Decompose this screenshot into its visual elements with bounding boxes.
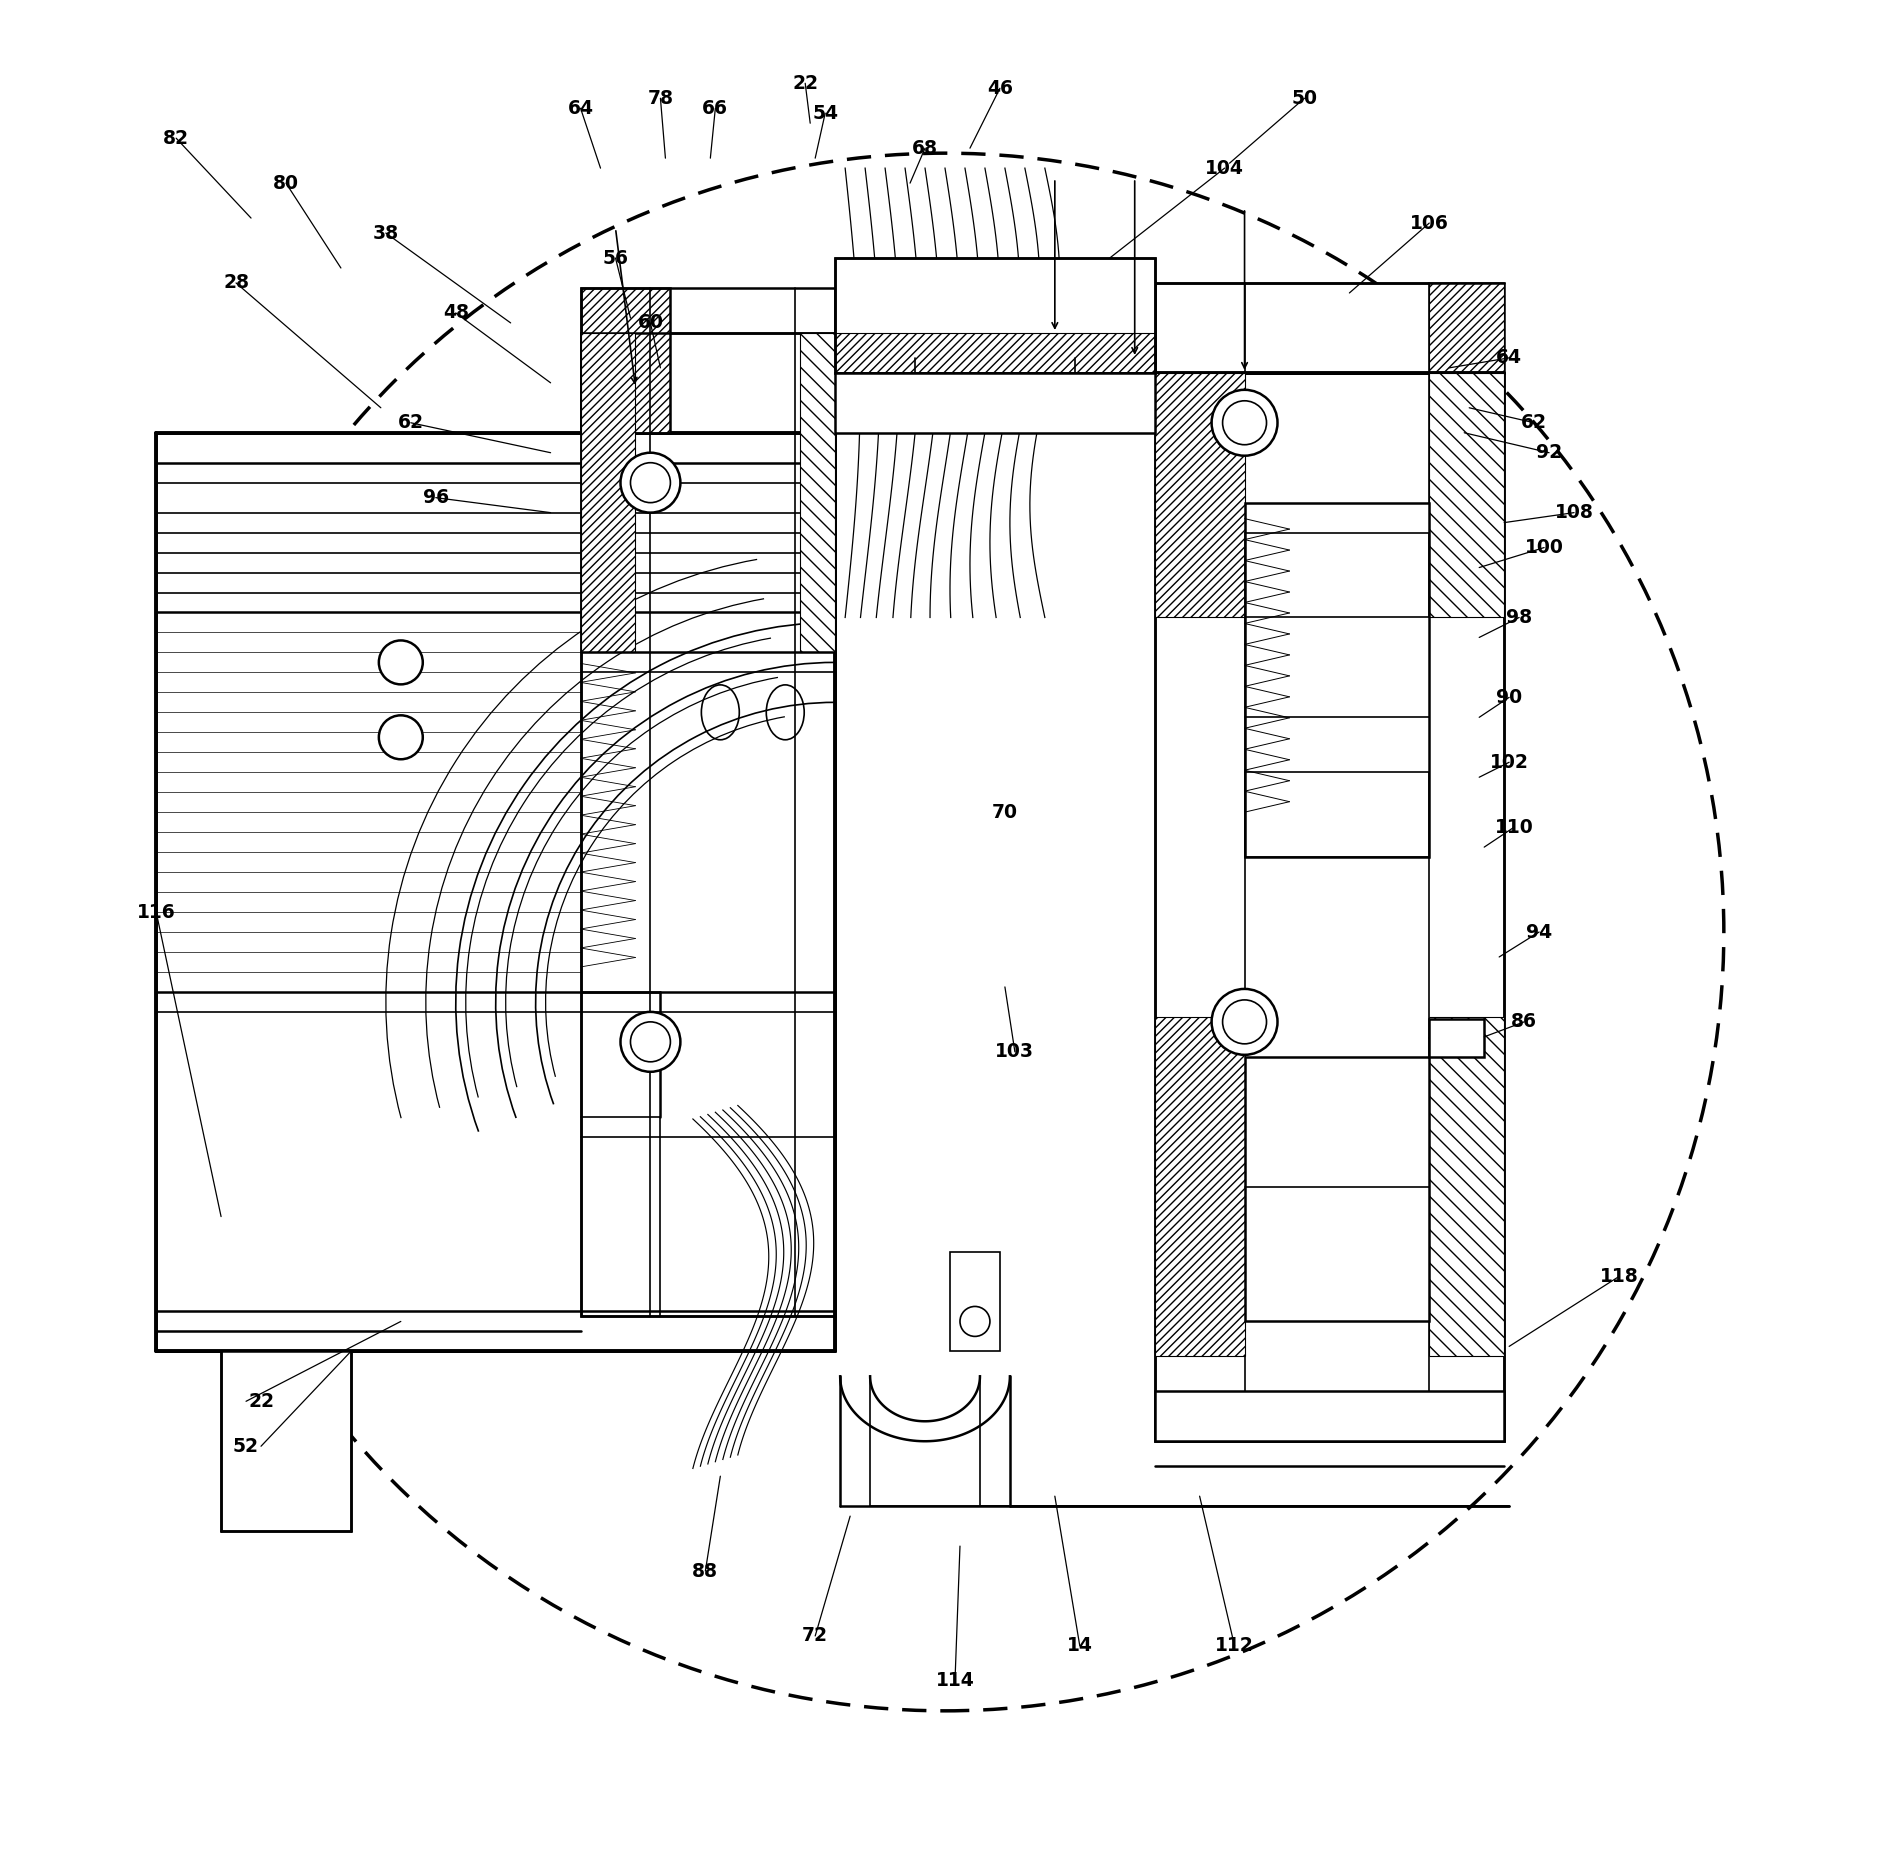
Bar (581, 288, 836, 433)
Text: 88: 88 (692, 1561, 719, 1581)
Bar (1244, 773, 1430, 857)
Bar (1155, 1018, 1244, 1355)
Text: 86: 86 (1511, 1012, 1537, 1031)
Text: 68: 68 (911, 138, 938, 157)
Text: 46: 46 (987, 78, 1014, 97)
Text: 64: 64 (567, 99, 594, 118)
Bar (1155, 1391, 1503, 1441)
Text: 60: 60 (637, 314, 664, 332)
Bar (1244, 502, 1430, 857)
Bar (836, 258, 1155, 373)
Text: 112: 112 (1216, 1637, 1254, 1656)
Bar (1244, 532, 1430, 618)
Bar (949, 1251, 1000, 1352)
Text: 90: 90 (1496, 687, 1522, 708)
Circle shape (1212, 390, 1278, 456)
Text: 22: 22 (792, 75, 819, 93)
Circle shape (1212, 990, 1278, 1055)
Text: 96: 96 (424, 487, 448, 508)
Text: 92: 92 (1535, 442, 1562, 463)
Text: 116: 116 (136, 902, 176, 922)
Bar (581, 332, 635, 652)
Text: 98: 98 (1505, 609, 1532, 627)
Bar (581, 332, 836, 1316)
Text: 62: 62 (397, 413, 424, 433)
Bar (1155, 373, 1244, 618)
Circle shape (961, 1307, 989, 1337)
Bar (836, 332, 1155, 373)
Text: 38: 38 (373, 224, 399, 243)
Bar (1430, 284, 1503, 373)
Text: 104: 104 (1205, 159, 1244, 177)
Text: 114: 114 (936, 1671, 974, 1690)
Bar (1244, 1057, 1430, 1322)
Text: 108: 108 (1554, 502, 1594, 523)
Text: 54: 54 (811, 105, 838, 123)
Text: 72: 72 (802, 1626, 828, 1645)
Bar (581, 332, 836, 1316)
Text: 106: 106 (1411, 213, 1449, 233)
Text: 103: 103 (995, 1042, 1034, 1060)
Text: 56: 56 (603, 248, 628, 267)
Text: 50: 50 (1292, 90, 1318, 108)
Text: 14: 14 (1067, 1637, 1093, 1656)
Text: 82: 82 (163, 129, 189, 147)
Text: 78: 78 (647, 90, 673, 108)
Bar (157, 433, 836, 1352)
Text: 102: 102 (1490, 752, 1528, 771)
Text: 64: 64 (1496, 349, 1522, 368)
Text: 52: 52 (233, 1438, 259, 1456)
Text: 66: 66 (702, 99, 728, 118)
Bar (836, 373, 1155, 433)
Bar (1155, 373, 1503, 1441)
Bar (221, 1352, 352, 1531)
Text: 118: 118 (1600, 1268, 1638, 1286)
Bar (1430, 1019, 1484, 1057)
Circle shape (378, 715, 424, 760)
Text: 80: 80 (272, 174, 299, 192)
Bar (1430, 373, 1503, 618)
Text: 70: 70 (993, 803, 1017, 821)
Text: 110: 110 (1494, 818, 1534, 836)
Bar (800, 332, 836, 652)
Circle shape (620, 452, 681, 513)
Circle shape (378, 640, 424, 685)
Text: 28: 28 (223, 273, 250, 293)
Text: 94: 94 (1526, 922, 1553, 941)
Text: 62: 62 (1520, 413, 1547, 433)
Circle shape (620, 1012, 681, 1072)
Text: 48: 48 (442, 304, 469, 323)
Text: 100: 100 (1524, 538, 1564, 556)
Bar (1155, 284, 1503, 373)
Bar (1155, 373, 1503, 1441)
Text: 22: 22 (248, 1391, 274, 1411)
Bar (1430, 1018, 1503, 1355)
Bar (581, 288, 671, 433)
Bar (836, 258, 1155, 373)
